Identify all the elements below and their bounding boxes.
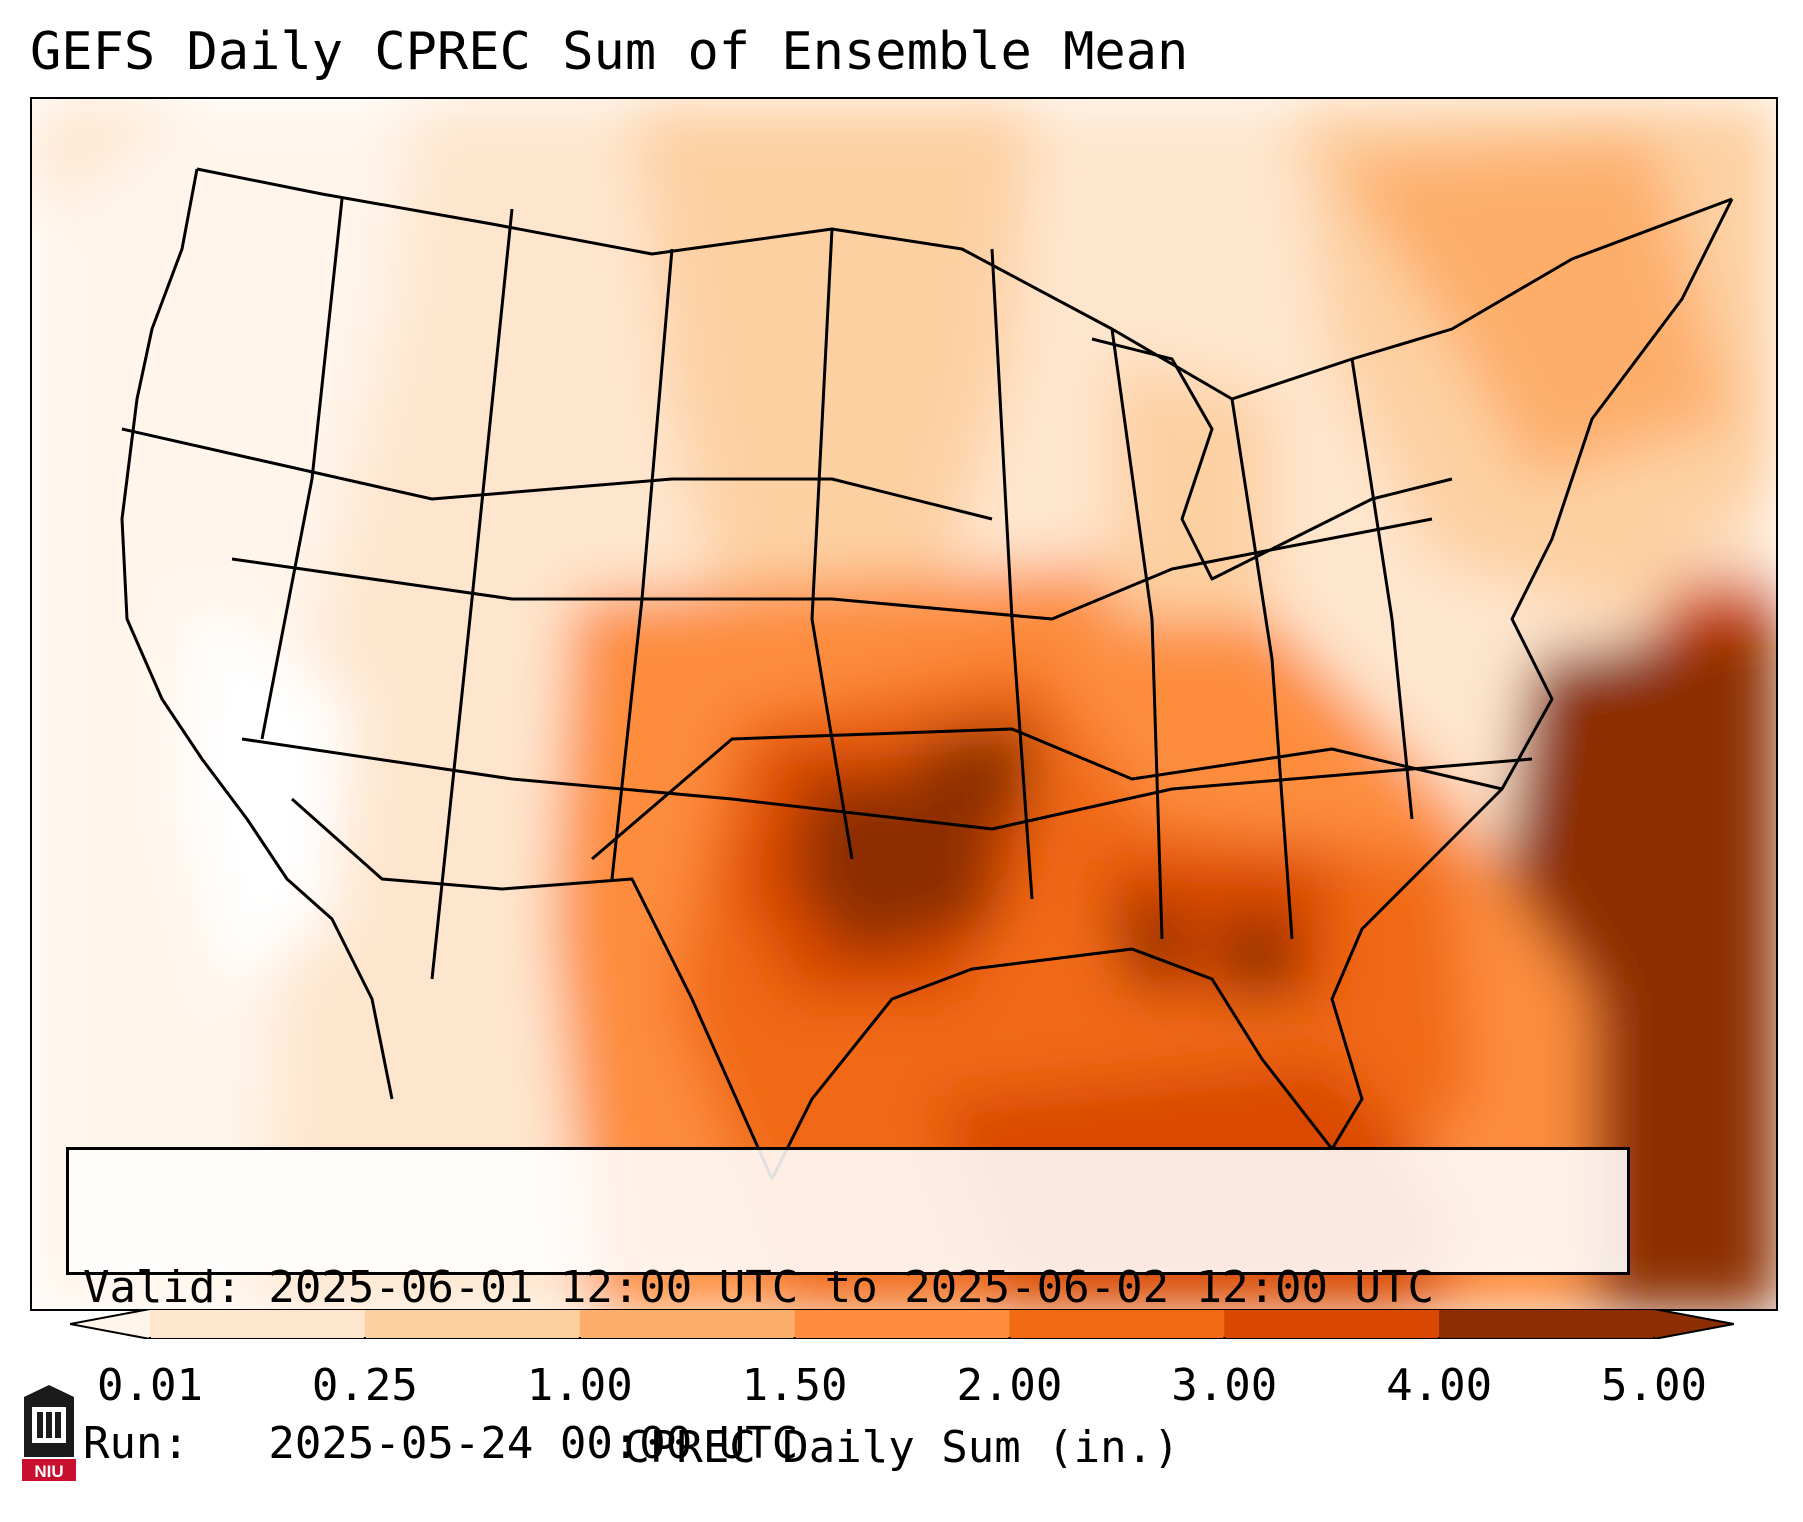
state-line-4 <box>591 727 1503 861</box>
gulf-coast <box>770 947 1334 1180</box>
mexico-border <box>291 797 774 1180</box>
precip-field <box>32 99 1776 1309</box>
svg-text:NIU: NIU <box>34 1462 63 1481</box>
us-canada-border <box>196 167 1733 401</box>
colorbar-segment <box>150 1309 366 1339</box>
run-time-line: Run: 2025-05-24 00:00 UTC <box>83 1418 799 1469</box>
colorbar-extend-high <box>1654 1309 1734 1339</box>
state-line-6 <box>430 208 514 980</box>
colorbar-tick-label: 3.00 <box>1171 1360 1278 1411</box>
state-line-7 <box>610 248 674 880</box>
boundaries <box>120 167 1734 1180</box>
colorbar-segment <box>1224 1309 1440 1339</box>
colorbar-tick-label: 1.50 <box>741 1360 848 1411</box>
state-line-3 <box>241 737 1533 831</box>
colorbar <box>70 1309 1734 1339</box>
colorbar-segment <box>794 1309 1010 1339</box>
state-line-10 <box>1110 328 1164 940</box>
colorbar-tick-label: 5.00 <box>1601 1360 1707 1411</box>
west-coast <box>120 168 394 1100</box>
state-line-5 <box>260 198 344 740</box>
state-line-12 <box>1350 358 1414 820</box>
state-line-2 <box>231 517 1433 621</box>
colorbar-label: CPREC Daily Sum (in.) <box>623 1422 1180 1473</box>
colorbar-segment <box>1439 1309 1655 1339</box>
colorbar-segment <box>579 1309 796 1339</box>
precipitation-map <box>30 97 1778 1311</box>
east-coast <box>1330 198 1734 1150</box>
state-line-11 <box>1230 398 1294 940</box>
map-title: GEFS Daily CPREC Sum of Ensemble Mean <box>30 22 1189 82</box>
state-line-9 <box>990 248 1034 900</box>
colorbar-tick-label: 0.01 <box>97 1360 203 1411</box>
state-line-1 <box>121 427 993 521</box>
colorbar-tick-label: 2.00 <box>956 1360 1063 1411</box>
niu-logo: NIU <box>22 1385 76 1481</box>
valid-run-info-box: Valid: 2025-06-01 12:00 UTC to 2025-06-0… <box>66 1147 1630 1469</box>
colorbar-extend-low <box>70 1309 150 1339</box>
valid-time-line: Valid: 2025-06-01 12:00 UTC to 2025-06-0… <box>83 1262 1435 1313</box>
great-lakes <box>1091 337 1453 581</box>
colorbar-tick-label: 1.00 <box>526 1360 633 1411</box>
colorbar-segment <box>364 1309 581 1339</box>
colorbar-tick-label: 0.25 <box>311 1360 418 1411</box>
colorbar-tick-label: 4.00 <box>1386 1360 1493 1411</box>
state-line-8 <box>810 228 854 860</box>
colorbar-segment <box>1009 1309 1225 1339</box>
